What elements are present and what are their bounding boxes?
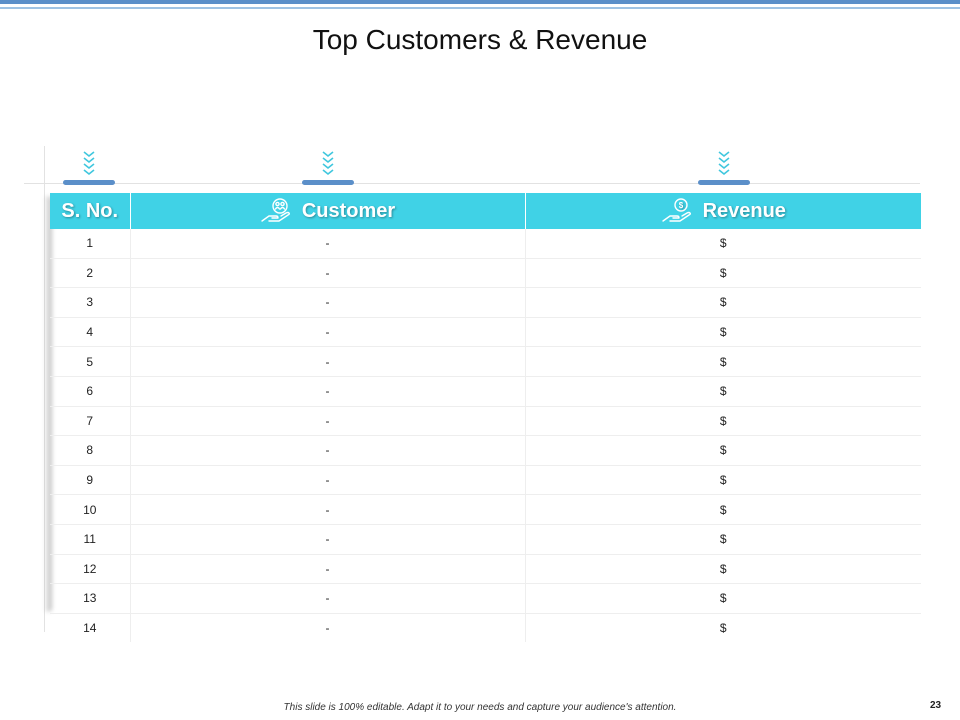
customer-cell: - <box>130 406 526 437</box>
revenue-cell: $ <box>525 465 921 496</box>
top-accent-bar <box>0 0 960 4</box>
table-row: 8- $ <box>50 435 921 466</box>
sno-cell: 14 <box>50 613 131 643</box>
hand-holding-people-icon <box>261 198 290 222</box>
table-row: 4- $ <box>50 317 921 348</box>
table-row: 14- $ <box>50 613 921 643</box>
customer-cell: - <box>130 376 526 407</box>
sno-cell: 12 <box>50 554 131 585</box>
revenue-cell: $ <box>525 583 921 614</box>
revenue-cell: $ <box>525 554 921 585</box>
sno-cell: 4 <box>50 317 131 348</box>
customer-cell: - <box>130 613 526 643</box>
revenue-cell: $ <box>525 229 921 259</box>
revenue-cell: $ <box>525 494 921 525</box>
table-row: 6- $ <box>50 376 921 407</box>
table-row: 10- $ <box>50 494 921 525</box>
header-revenue-label: Revenue <box>702 199 786 222</box>
chevrons-down-icon <box>718 151 730 176</box>
svg-text:$: $ <box>678 201 683 210</box>
sno-cell: 9 <box>50 465 131 496</box>
revenue-cell: $ <box>525 435 921 466</box>
table-row: 12- $ <box>50 554 921 585</box>
sno-cell: 7 <box>50 406 131 437</box>
table-row: 11- $ <box>50 524 921 555</box>
chevrons-down-icon <box>322 151 334 176</box>
customer-cell: - <box>130 435 526 466</box>
revenue-cell: $ <box>525 376 921 407</box>
customer-cell: - <box>130 494 526 525</box>
customer-cell: - <box>130 258 526 289</box>
customer-cell: - <box>130 554 526 585</box>
header-customer-label: Customer <box>301 199 396 222</box>
header-sno: S. No. <box>50 193 131 229</box>
sno-cell: 13 <box>50 583 131 614</box>
guide-line-horizontal <box>24 183 920 184</box>
top-accent-line <box>0 7 960 9</box>
customer-cell: - <box>130 317 526 348</box>
sno-cell: 1 <box>50 229 131 259</box>
sno-cell: 2 <box>50 258 131 289</box>
header-revenue: $ Revenue <box>525 193 921 229</box>
hand-holding-coin-icon: $ <box>661 198 691 222</box>
table-row: 2- $ <box>50 258 921 289</box>
column-marker-revenue <box>698 150 750 186</box>
column-marker-sno <box>63 150 115 186</box>
table-header-row: S. No. Customer <box>50 193 921 229</box>
revenue-cell: $ <box>525 524 921 555</box>
sno-cell: 10 <box>50 494 131 525</box>
marker-pill <box>63 180 115 185</box>
customer-cell: - <box>130 287 526 318</box>
column-marker-customer <box>302 150 354 186</box>
sno-cell: 5 <box>50 346 131 377</box>
table-row: 3- $ <box>50 287 921 318</box>
guide-line-vertical <box>44 146 45 632</box>
revenue-cell: $ <box>525 346 921 377</box>
header-customer: Customer <box>130 193 526 229</box>
marker-pill <box>698 180 750 185</box>
table-row: 13- $ <box>50 583 921 614</box>
customer-cell: - <box>130 465 526 496</box>
marker-pill <box>302 180 354 185</box>
customer-cell: - <box>130 346 526 377</box>
slide-title: Top Customers & Revenue <box>312 24 648 55</box>
table-row: 5- $ <box>50 346 921 377</box>
sno-cell: 3 <box>50 287 131 318</box>
table-row: 9- $ <box>50 465 921 496</box>
footer-note: This slide is 100% editable. Adapt it to… <box>283 702 677 713</box>
customer-cell: - <box>130 524 526 555</box>
chevrons-down-icon <box>83 151 95 176</box>
page-number: 23 <box>930 700 942 711</box>
table-row: 1- $ <box>50 229 921 259</box>
table-row: 7- $ <box>50 406 921 437</box>
customers-revenue-table: S. No. Customer <box>50 193 921 643</box>
revenue-cell: $ <box>525 258 921 289</box>
sno-cell: 11 <box>50 524 131 555</box>
revenue-cell: $ <box>525 287 921 318</box>
sno-cell: 8 <box>50 435 131 466</box>
customer-cell: - <box>130 583 526 614</box>
sno-cell: 6 <box>50 376 131 407</box>
revenue-cell: $ <box>525 406 921 437</box>
revenue-cell: $ <box>719 621 727 636</box>
header-sno-label: S. No. <box>61 199 119 222</box>
revenue-cell: $ <box>525 317 921 348</box>
table-shadow <box>44 196 52 612</box>
customer-cell: - <box>130 229 526 259</box>
